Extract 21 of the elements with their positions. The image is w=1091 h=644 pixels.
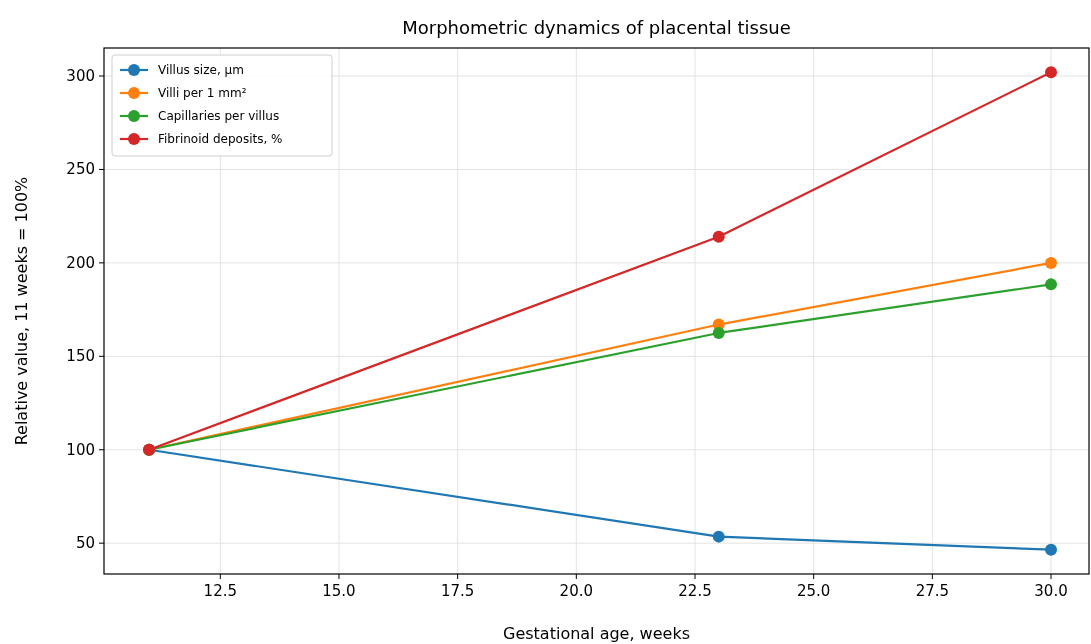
y-tick-label: 50 bbox=[75, 534, 95, 553]
legend-label: Villi per 1 mm² bbox=[158, 86, 247, 100]
x-tick-label: 15.0 bbox=[322, 582, 356, 600]
y-axis-title: Relative value, 11 weeks = 100% bbox=[12, 176, 31, 446]
y-tick-label: 300 bbox=[66, 67, 95, 86]
legend-label: Villus size, µm bbox=[158, 63, 244, 77]
legend-label: Fibrinoid deposits, % bbox=[158, 132, 283, 146]
y-tick-label: 200 bbox=[66, 253, 95, 272]
x-tick-label: 20.0 bbox=[559, 582, 594, 600]
x-tick-label: 22.5 bbox=[678, 582, 712, 600]
x-tick-label: 27.5 bbox=[915, 582, 950, 600]
y-tick-label: 100 bbox=[66, 440, 95, 459]
x-axis-title: Gestational age, weeks bbox=[503, 624, 690, 643]
y-tick-label: 150 bbox=[66, 347, 95, 366]
x-tick-label: 25.0 bbox=[796, 582, 831, 600]
x-tick-label: 12.5 bbox=[203, 582, 237, 600]
y-tick-label: 250 bbox=[66, 160, 95, 179]
x-tick-label: 17.5 bbox=[440, 582, 475, 600]
legend-label: Capillaries per villus bbox=[158, 109, 280, 123]
x-tick-label: 30.0 bbox=[1034, 582, 1068, 600]
chart-title: Morphometric dynamics of placental tissue bbox=[402, 17, 791, 38]
